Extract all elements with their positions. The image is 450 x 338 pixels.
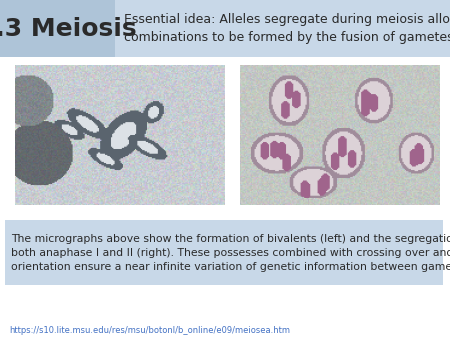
Text: 3.3 Meiosis: 3.3 Meiosis <box>0 17 137 41</box>
Bar <box>4 220 443 285</box>
Text: https://s10.lite.msu.edu/res/msu/botonl/b_online/e09/meiosea.htm: https://s10.lite.msu.edu/res/msu/botonl/… <box>9 327 290 336</box>
Text: Essential idea: Alleles segregate during meiosis allowing new
combinations to be: Essential idea: Alleles segregate during… <box>124 13 450 44</box>
Bar <box>0 0 115 57</box>
Text: The micrographs above show the formation of bivalents (left) and the segregation: The micrographs above show the formation… <box>11 234 450 271</box>
